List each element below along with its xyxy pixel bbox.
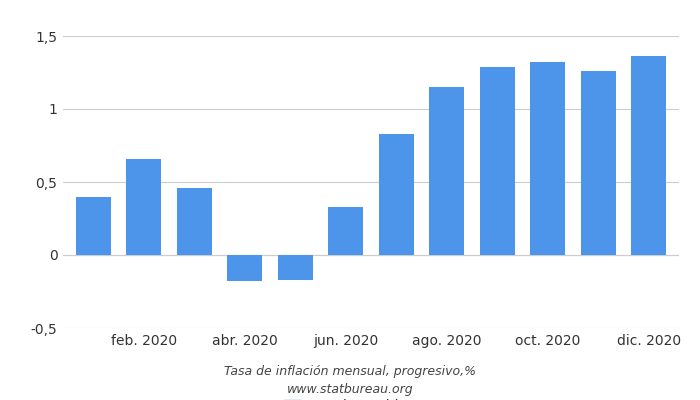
- Bar: [227, 255, 262, 281]
- Bar: [631, 56, 666, 255]
- Bar: [278, 255, 313, 280]
- Bar: [76, 197, 111, 255]
- Bar: [580, 71, 616, 255]
- Bar: [480, 67, 515, 255]
- Text: Tasa de inflación mensual, progresivo,%: Tasa de inflación mensual, progresivo,%: [224, 366, 476, 378]
- Bar: [530, 62, 566, 255]
- Bar: [176, 188, 212, 255]
- Text: www.statbureau.org: www.statbureau.org: [287, 384, 413, 396]
- Bar: [126, 159, 162, 255]
- Bar: [429, 87, 464, 255]
- Bar: [379, 134, 414, 255]
- Bar: [328, 207, 363, 255]
- Legend: Estados Unidos, 2020: Estados Unidos, 2020: [284, 399, 458, 400]
